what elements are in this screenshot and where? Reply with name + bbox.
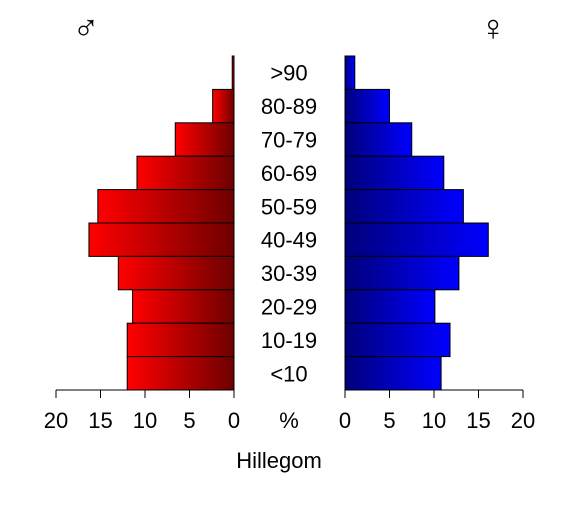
x-axes: 0 0 5 5 10 10 15 15 20 20 (44, 389, 535, 433)
age-group-label: <10 (270, 361, 307, 386)
age-group-label: 50-59 (261, 194, 317, 219)
male-bar (126, 322, 235, 358)
female-bar (344, 322, 451, 358)
age-group-label: 10-19 (261, 328, 317, 353)
age-group-labels: >90 80-89 70-79 60-69 50-59 40-49 30-39 20-29 10… (261, 61, 317, 387)
male-axis-tick-label: 5 (183, 408, 195, 433)
male-bar (231, 55, 235, 90)
x-axis-title: Hillegom (236, 448, 322, 473)
male-bar (132, 289, 235, 324)
unit-label: % (279, 408, 299, 433)
male-axis-tick-label: 10 (133, 408, 157, 433)
male-axis-tick-label: 15 (88, 408, 112, 433)
female-axis-tick-label: 20 (511, 408, 535, 433)
age-group-label: 40-49 (261, 228, 317, 253)
age-group-label: 20-29 (261, 295, 317, 320)
female-axis-tick-label: 5 (383, 408, 395, 433)
female-bar (344, 356, 442, 391)
male-symbol: ♂ (73, 7, 100, 48)
female-bar (344, 122, 413, 157)
female-bars (344, 55, 489, 391)
female-bar (344, 189, 464, 224)
age-group-label: 80-89 (261, 94, 317, 119)
female-bar (344, 55, 356, 90)
male-axis-tick-label: 20 (44, 408, 68, 433)
female-bar (344, 255, 460, 291)
male-bar (97, 189, 235, 224)
female-bar (344, 155, 445, 191)
age-group-label: >90 (270, 61, 307, 86)
female-bar (344, 88, 390, 124)
female-symbol: ♀ (480, 7, 507, 48)
male-bar (88, 222, 235, 257)
age-group-label: 60-69 (261, 161, 317, 186)
age-group-label: 70-79 (261, 128, 317, 153)
male-bar (212, 88, 235, 124)
age-group-label: 30-39 (261, 261, 317, 286)
female-axis-tick-label: 10 (422, 408, 446, 433)
male-bars (88, 55, 235, 391)
female-bar (344, 222, 489, 257)
female-bar (344, 289, 436, 324)
male-bar (174, 122, 235, 157)
female-axis-tick-label: 0 (339, 408, 351, 433)
male-bar (126, 356, 235, 391)
male-axis-tick-label: 0 (228, 408, 240, 433)
male-bar (136, 155, 235, 191)
female-axis-tick-label: 15 (466, 408, 490, 433)
male-bar (117, 255, 235, 291)
